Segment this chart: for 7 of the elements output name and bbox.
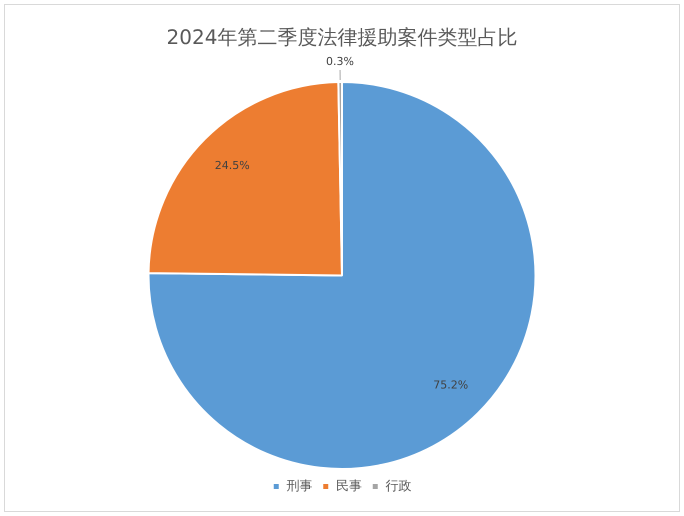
- legend-label: 刑事: [286, 478, 312, 494]
- data-label: 0.3%: [326, 54, 354, 68]
- data-label: 24.5%: [214, 159, 250, 172]
- legend-label: 行政: [385, 478, 412, 494]
- legend-label: 民事: [336, 478, 362, 494]
- chart-title: 2024年第二季度法律援助案件类型占比: [166, 25, 518, 50]
- data-label: 75.2%: [433, 378, 468, 392]
